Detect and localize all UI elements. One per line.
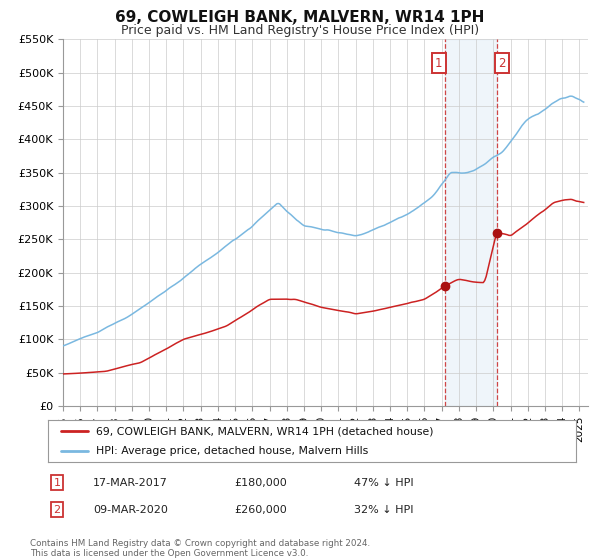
Text: Contains HM Land Registry data © Crown copyright and database right 2024.
This d: Contains HM Land Registry data © Crown c… <box>30 539 370 558</box>
Text: £260,000: £260,000 <box>234 505 287 515</box>
Text: 69, COWLEIGH BANK, MALVERN, WR14 1PH (detached house): 69, COWLEIGH BANK, MALVERN, WR14 1PH (de… <box>95 426 433 436</box>
Text: 1: 1 <box>435 57 443 69</box>
Text: 69, COWLEIGH BANK, MALVERN, WR14 1PH: 69, COWLEIGH BANK, MALVERN, WR14 1PH <box>115 10 485 25</box>
Text: 2: 2 <box>53 505 61 515</box>
Text: Price paid vs. HM Land Registry's House Price Index (HPI): Price paid vs. HM Land Registry's House … <box>121 24 479 36</box>
Text: 17-MAR-2017: 17-MAR-2017 <box>93 478 168 488</box>
Text: £180,000: £180,000 <box>234 478 287 488</box>
Text: 47% ↓ HPI: 47% ↓ HPI <box>354 478 413 488</box>
Bar <box>445 39 497 406</box>
Text: 09-MAR-2020: 09-MAR-2020 <box>93 505 168 515</box>
Text: 1: 1 <box>53 478 61 488</box>
Text: HPI: Average price, detached house, Malvern Hills: HPI: Average price, detached house, Malv… <box>95 446 368 456</box>
Text: 2: 2 <box>498 57 506 69</box>
Text: 32% ↓ HPI: 32% ↓ HPI <box>354 505 413 515</box>
